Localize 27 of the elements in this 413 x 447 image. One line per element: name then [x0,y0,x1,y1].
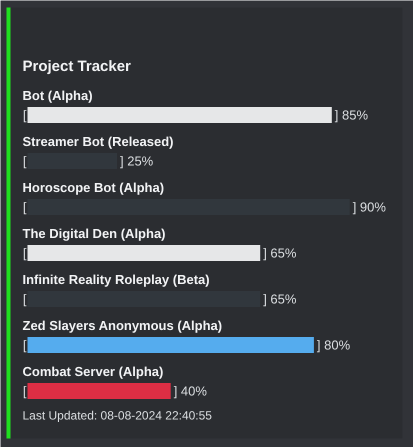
y-tick-label: Bot (Alpha) [22,88,93,103]
annotation: [ [22,200,27,214]
data-label: ] 40% [174,384,208,398]
y-tick-label: Horoscope Bot (Alpha) [22,180,164,195]
data-label: ] 65% [263,246,297,260]
y-tick-label: Streamer Bot (Released) [22,134,174,149]
bar [28,337,314,353]
bar [28,245,260,261]
annotation: [ [22,154,27,168]
bar [28,383,171,399]
annotation: [ [22,384,27,398]
y-tick-label: The Digital Den (Alpha) [22,226,166,241]
data-label: ] 65% [263,292,297,306]
annotation: [ [22,246,27,260]
y-tick-label: Zed Slayers Anonymous (Alpha) [22,318,222,333]
y-tick-label: Infinite Reality Roleplay (Beta) [22,272,210,287]
annotation: [ [22,108,27,122]
data-label: ] 85% [334,108,368,122]
data-label: ] 80% [316,338,351,352]
y-tick-label: Combat Server (Alpha) [22,364,164,379]
annotation: [ [22,338,27,352]
annotation: [ [22,292,27,306]
chart-title: Project Tracker [22,58,132,75]
data-label: ] 90% [352,200,386,214]
annotation: Last Updated: 08-08-2024 22:40:55 [22,408,212,422]
data-label: ] 25% [120,154,154,168]
bar [28,107,332,123]
